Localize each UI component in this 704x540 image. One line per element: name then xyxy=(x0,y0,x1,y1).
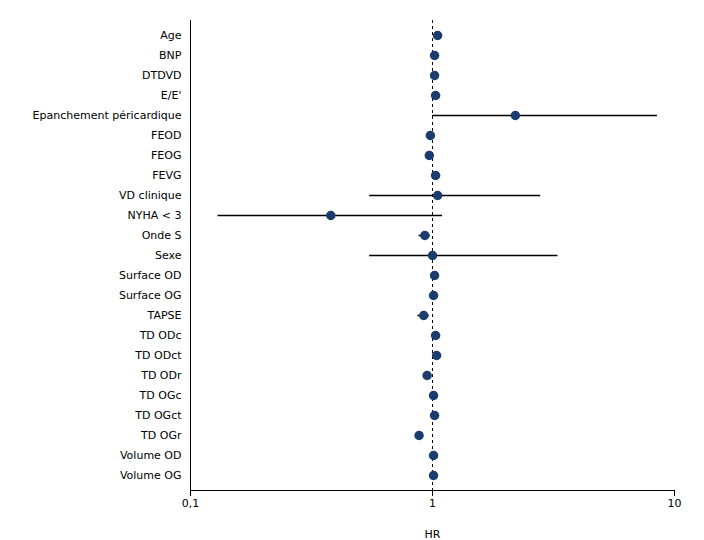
svg-text:FEOD: FEOD xyxy=(151,129,181,142)
svg-text:Onde S: Onde S xyxy=(142,229,182,242)
svg-text:TD ODc: TD ODc xyxy=(139,329,182,342)
svg-text:1: 1 xyxy=(429,497,436,510)
svg-text:HR: HR xyxy=(425,528,441,540)
svg-text:DTDVD: DTDVD xyxy=(142,69,181,82)
svg-text:0,1: 0,1 xyxy=(182,497,200,510)
svg-text:BNP: BNP xyxy=(159,49,182,62)
svg-text:Sexe: Sexe xyxy=(155,249,182,262)
svg-text:TD ODr: TD ODr xyxy=(140,369,182,382)
svg-text:Surface OD: Surface OD xyxy=(119,269,182,282)
svg-text:FEVG: FEVG xyxy=(152,169,181,182)
svg-text:Epanchement péricardique: Epanchement péricardique xyxy=(33,109,182,122)
svg-text:Surface OG: Surface OG xyxy=(119,289,182,302)
svg-text:10: 10 xyxy=(668,497,682,510)
svg-text:Age: Age xyxy=(160,29,182,42)
svg-text:TD ODct: TD ODct xyxy=(134,349,182,362)
svg-text:E/E': E/E' xyxy=(161,89,182,102)
svg-text:NYHA < 3: NYHA < 3 xyxy=(128,209,182,222)
svg-text:Volume OD: Volume OD xyxy=(120,449,182,462)
svg-text:VD clinique: VD clinique xyxy=(119,189,182,202)
svg-text:Volume OG: Volume OG xyxy=(120,469,182,482)
svg-text:TD OGr: TD OGr xyxy=(140,429,182,442)
svg-text:FEOG: FEOG xyxy=(151,149,181,162)
svg-text:TD OGc: TD OGc xyxy=(139,389,182,402)
svg-text:TD OGct: TD OGct xyxy=(134,409,182,422)
svg-text:TAPSE: TAPSE xyxy=(147,309,182,322)
